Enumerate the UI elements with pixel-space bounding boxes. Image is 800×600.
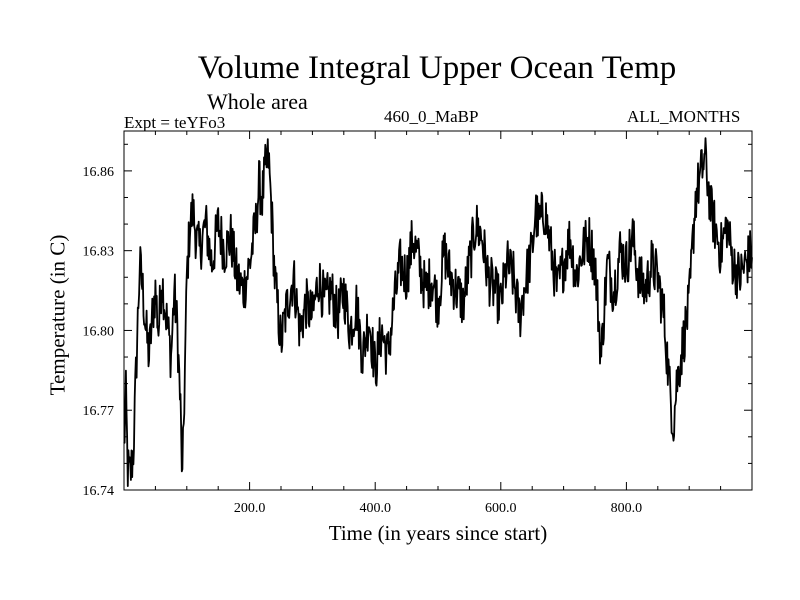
chart-title: Volume Integral Upper Ocean Temp <box>197 50 677 86</box>
months-label: ALL_MONTHS <box>627 107 741 126</box>
y-tick-label: 16.83 <box>83 245 115 260</box>
tick-labels: 200.0 400.0 600.0 800.0 16.74 16.77 16.80 16.83… <box>83 165 643 516</box>
run-label: 460_0_MaBP <box>384 107 479 126</box>
y-tick-label: 16.74 <box>83 484 115 499</box>
chart-subtitle: Whole area <box>207 89 308 114</box>
y-tick-label: 16.80 <box>83 324 115 339</box>
x-axis-label: Time (in years since start) <box>328 521 548 545</box>
x-tick-label: 600.0 <box>485 501 517 516</box>
series-line <box>123 137 753 487</box>
series-group <box>123 137 753 487</box>
y-tick-label: 16.77 <box>83 404 115 419</box>
plot-frame <box>123 130 753 491</box>
experiment-label: Expt = teYFo3 <box>124 113 226 132</box>
x-tick-label: 200.0 <box>234 501 266 516</box>
x-tick-label: 400.0 <box>359 501 391 516</box>
y-tick-label: 16.86 <box>83 165 115 180</box>
x-tick-label: 800.0 <box>611 501 643 516</box>
